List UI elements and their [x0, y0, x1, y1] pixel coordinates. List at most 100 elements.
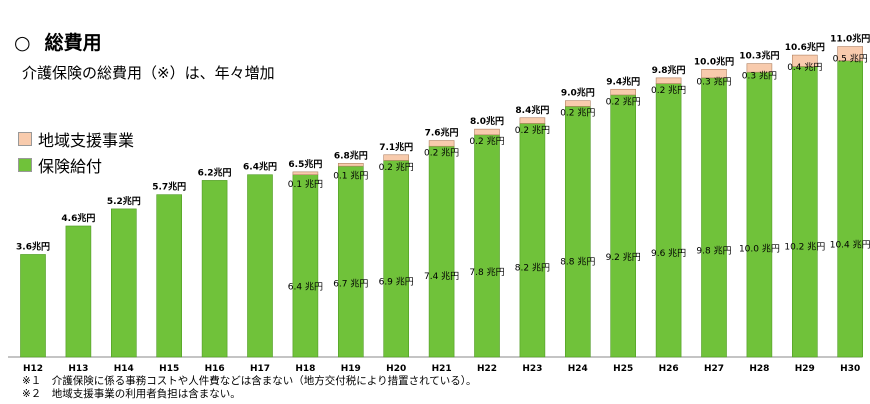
bar-benefit: [156, 194, 182, 358]
x-tick-label: H12: [23, 364, 43, 374]
chart-subtitle: 介護保険の総費用（※）は、年々増加: [22, 64, 275, 82]
x-tick-label: H29: [795, 364, 815, 374]
bar-support: [791, 54, 818, 67]
bar-benefit: [746, 71, 773, 358]
benefit-value-label: 10.2 兆円: [784, 242, 825, 253]
bar-benefit: [655, 83, 682, 358]
bar-support: [383, 154, 410, 161]
support-value-label: 0.1 兆円: [288, 179, 323, 190]
total-label: 3.6兆円: [16, 240, 50, 252]
benefit-value-label: 8.8 兆円: [560, 256, 595, 267]
bar-support: [292, 171, 319, 176]
total-label: 6.2兆円: [198, 166, 232, 178]
benefit-value-label: 9.6 兆円: [651, 248, 686, 259]
bar-benefit: [65, 225, 92, 358]
bar-support: [428, 140, 455, 147]
benefit-value-label: 10.0 兆円: [739, 244, 780, 255]
total-label: 9.4兆円: [606, 75, 640, 87]
bar-benefit: [610, 94, 637, 358]
benefit-value-label: 6.9 兆円: [379, 276, 414, 287]
support-value-label: 0.2 兆円: [606, 96, 641, 107]
total-label: 9.0兆円: [561, 87, 595, 99]
bar-benefit: [564, 106, 591, 358]
bar-benefit: [383, 160, 410, 358]
support-value-label: 0.5 兆円: [833, 54, 868, 65]
x-tick-label: H28: [749, 364, 769, 374]
x-tick-label: H19: [341, 364, 361, 374]
total-label: 6.8兆円: [334, 149, 368, 161]
bar-benefit: [474, 134, 500, 358]
x-tick-label: H26: [659, 364, 679, 374]
support-value-label: 0.2 兆円: [560, 108, 595, 119]
x-tick-label: H22: [477, 364, 497, 374]
total-label: 10.6兆円: [785, 41, 825, 53]
x-tick-label: H16: [205, 364, 225, 374]
total-label: 7.1兆円: [379, 141, 413, 153]
total-label: 6.5兆円: [288, 158, 322, 170]
x-tick-label: H17: [250, 364, 270, 374]
x-tick-label: H13: [68, 364, 88, 374]
total-label: 9.8兆円: [652, 64, 686, 76]
total-label: 8.0兆円: [470, 115, 504, 127]
support-value-label: 0.3 兆円: [696, 76, 731, 87]
legend: 地域支援事業 保険給付: [18, 126, 134, 178]
footnotes: ※１ 介護保険に係る事務コストや人件費などは含まない（地方交付税により措置されて…: [22, 375, 477, 401]
total-label: 10.0兆円: [694, 55, 734, 67]
total-label: 11.0兆円: [830, 33, 870, 45]
total-label: 7.6兆円: [425, 127, 459, 139]
bar-benefit: [791, 66, 818, 358]
bar-support: [746, 63, 773, 73]
bar-benefit: [701, 77, 727, 358]
legend-item-benefit: 保険給付: [18, 152, 134, 178]
x-tick-label: H24: [568, 364, 588, 374]
chart-title: ○ 総費用: [14, 28, 102, 55]
x-tick-label: H21: [432, 364, 452, 374]
support-value-label: 0.4 兆円: [787, 62, 822, 73]
legend-item-support: 地域支援事業: [18, 126, 134, 152]
bullet-circle: ○: [14, 32, 31, 54]
total-label: 5.2兆円: [107, 195, 141, 207]
benefit-value-label: 9.2 兆円: [606, 252, 641, 263]
legend-label-support: 地域支援事業: [38, 131, 135, 150]
total-label: 10.3兆円: [739, 50, 779, 62]
bar-benefit: [837, 60, 864, 358]
benefit-value-label: 6.7 兆円: [333, 278, 368, 289]
x-tick-label: H20: [386, 364, 406, 374]
bar-support: [337, 163, 364, 167]
bar-benefit: [111, 208, 137, 358]
x-tick-label: H14: [114, 364, 134, 374]
benefit-value-label: 9.8 兆円: [696, 246, 731, 257]
benefit-value-label: 10.4 兆円: [830, 239, 870, 250]
total-label: 4.6兆円: [61, 212, 95, 224]
legend-swatch-support: [18, 132, 32, 146]
bar-support: [519, 117, 546, 124]
footnote-1: ※１ 介護保険に係る事務コストや人件費などは含まない（地方交付税により措置されて…: [22, 375, 477, 387]
bar-benefit: [337, 165, 364, 358]
support-value-label: 0.2 兆円: [424, 148, 459, 159]
bar-support: [474, 128, 500, 136]
benefit-value-label: 6.4 兆円: [288, 282, 323, 293]
benefit-value-label: 7.4 兆円: [424, 271, 459, 282]
support-value-label: 0.2 兆円: [469, 136, 504, 147]
x-tick-label: H25: [613, 364, 633, 374]
bar-support: [564, 100, 591, 107]
bar-benefit: [247, 174, 273, 358]
bar-support: [837, 46, 864, 62]
legend-label-benefit: 保険給付: [38, 157, 103, 176]
bar-benefit: [20, 254, 46, 358]
x-tick-label: H15: [159, 364, 179, 374]
bar-support: [701, 69, 727, 79]
total-label: 6.4兆円: [243, 161, 277, 173]
bar-support: [655, 77, 682, 84]
footnote-2: ※２ 地域支援事業の利用者負担は含まない。: [22, 388, 241, 400]
benefit-value-label: 7.8 兆円: [469, 267, 504, 278]
bar-benefit: [201, 180, 228, 358]
support-value-label: 0.3 兆円: [742, 71, 777, 82]
x-tick-label: H23: [522, 364, 542, 374]
support-value-label: 0.2 兆円: [651, 85, 686, 96]
bar-benefit: [292, 174, 319, 358]
bar-support: [610, 88, 637, 96]
support-value-label: 0.2 兆円: [515, 125, 550, 136]
total-label: 5.7兆円: [152, 181, 186, 193]
